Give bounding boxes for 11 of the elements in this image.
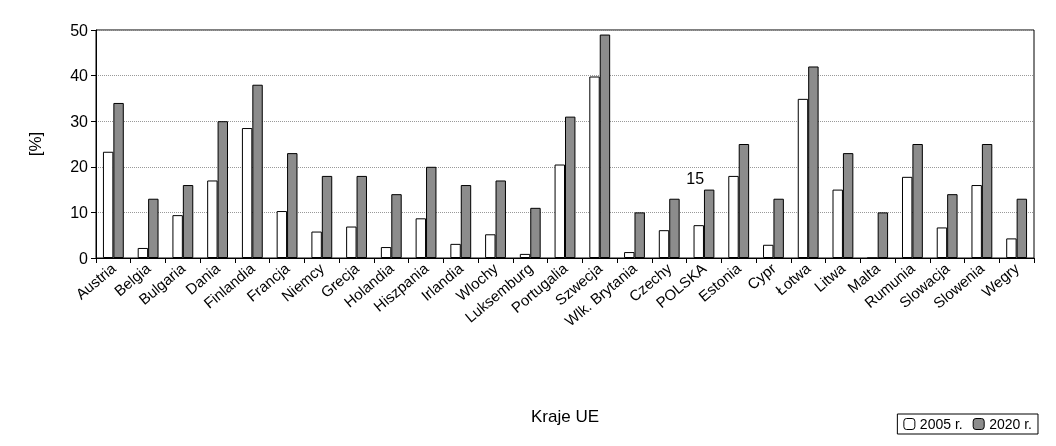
y-tick-label: 40 bbox=[70, 67, 89, 85]
y-tick-label: 20 bbox=[70, 158, 89, 176]
y-tick-label: 10 bbox=[70, 203, 89, 221]
y-axis-title: [%] bbox=[26, 131, 45, 157]
annotation: 15 bbox=[686, 170, 705, 188]
legend-label: 2005 r. bbox=[919, 416, 963, 432]
legend-label: 2020 r. bbox=[989, 416, 1033, 432]
x-axis-title: Kraje UE bbox=[530, 407, 600, 426]
y-tick-label: 30 bbox=[70, 112, 89, 130]
y-tick-label: 0 bbox=[79, 249, 89, 267]
y-tick-label: 50 bbox=[70, 21, 89, 39]
